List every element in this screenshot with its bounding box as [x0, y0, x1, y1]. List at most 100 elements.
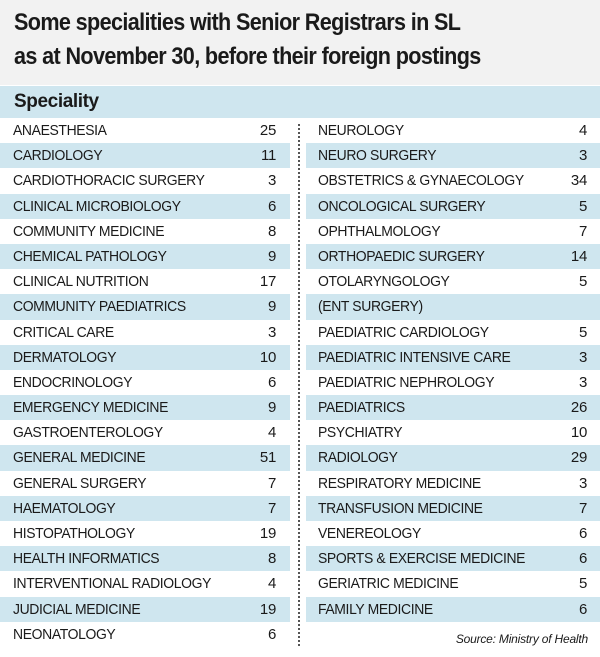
table-row: OTOLARYNGOLOGY 5 [306, 269, 600, 294]
registrar-count: 7 [578, 499, 587, 517]
table-row: JUDICIAL MEDICINE 19 [0, 596, 290, 622]
table-row: (ENT SURGERY) [306, 294, 600, 320]
speciality-name: (ENT SURGERY) [318, 298, 423, 316]
table-row: HAEMATOLOGY 7 [0, 495, 290, 521]
table-row: COMMUNITY MEDICINE 8 [0, 219, 290, 244]
speciality-name: TRANSFUSION MEDICINE [318, 499, 483, 517]
registrar-count: 14 [570, 247, 587, 265]
speciality-name: ONCOLOGICAL SURGERY [318, 197, 486, 215]
speciality-name: PAEDIATRIC NEPHROLOGY [318, 373, 495, 391]
speciality-name: RADIOLOGY [318, 449, 398, 467]
table-row: RESPIRATORY MEDICINE 3 [306, 471, 600, 496]
registrar-count: 3 [578, 373, 587, 391]
registrar-count: 6 [578, 600, 587, 618]
table-row: TRANSFUSION MEDICINE 7 [306, 495, 600, 521]
registrar-count: 3 [267, 323, 276, 341]
speciality-name: HAEMATOLOGY [13, 499, 116, 517]
registrar-count: 7 [267, 474, 276, 492]
registrar-count: 5 [578, 575, 587, 593]
registrar-count: 5 [578, 197, 587, 215]
table-row: EMERGENCY MEDICINE 9 [0, 395, 290, 421]
registrar-count: 7 [267, 499, 276, 517]
column-divider [298, 124, 300, 646]
registrar-count: 6 [578, 525, 587, 542]
registrar-count: 6 [578, 550, 587, 568]
speciality-name: OBSTETRICS & GYNAECOLOGY [318, 172, 524, 190]
registrar-count: 17 [259, 273, 276, 291]
speciality-name: GASTROENTEROLOGY [13, 424, 163, 442]
table-row: CLINICAL NUTRITION 17 [0, 269, 290, 294]
table-row: CLINICAL MICROBIOLOGY 6 [0, 193, 290, 219]
speciality-name: CRITICAL CARE [13, 323, 114, 341]
speciality-name: JUDICIAL MEDICINE [13, 600, 141, 618]
source-note: Source: Ministry of Health [455, 632, 588, 646]
table-row: SPORTS & EXERCISE MEDICINE 6 [306, 546, 600, 572]
table-row: DERMATOLOGY 10 [0, 344, 290, 370]
speciality-name: COMMUNITY MEDICINE [13, 222, 165, 240]
table-row: PAEDIATRICS 26 [306, 395, 600, 421]
table-row: ENDOCRINOLOGY 6 [0, 370, 290, 395]
table-row: PAEDIATRIC NEPHROLOGY 3 [306, 370, 600, 395]
speciality-name: OTOLARYNGOLOGY [318, 273, 450, 291]
table-row: OPHTHALMOLOGY 7 [306, 219, 600, 244]
title-box: Some specialities with Senior Registrars… [0, 0, 600, 85]
speciality-name: VENEREOLOGY [318, 525, 421, 542]
speciality-name: NEONATOLOGY [13, 625, 116, 643]
table-row: CARDIOLOGY 11 [0, 143, 290, 169]
registrar-count: 9 [267, 399, 276, 417]
table-row: PAEDIATRIC INTENSIVE CARE 3 [306, 344, 600, 370]
registrar-count: 5 [578, 273, 587, 291]
registrar-count: 8 [267, 550, 276, 568]
table-row: ANAESTHESIA 25 [0, 118, 290, 143]
registrar-count: 51 [259, 449, 276, 467]
table-row: GENERAL SURGERY 7 [0, 471, 290, 496]
registrar-count: 3 [578, 474, 587, 492]
speciality-name: FAMILY MEDICINE [318, 600, 433, 618]
right-column: NEUROLOGY 4 NEURO SURGERY 3 OBSTETRICS & GYN… [306, 118, 600, 622]
table-row: PSYCHIATRY 10 [306, 420, 600, 445]
registrar-count: 19 [259, 600, 276, 618]
registrar-count: 9 [267, 298, 276, 316]
speciality-name: RESPIRATORY MEDICINE [318, 474, 481, 492]
speciality-name: HISTOPATHOLOGY [13, 525, 135, 542]
registrar-count: 3 [578, 147, 587, 165]
table-row: NEURO SURGERY 3 [306, 143, 600, 169]
registrar-count: 4 [267, 575, 276, 593]
table-row: COMMUNITY PAEDIATRICS 9 [0, 294, 290, 320]
registrar-count: 4 [578, 122, 587, 139]
speciality-name: SPORTS & EXERCISE MEDICINE [318, 550, 526, 568]
speciality-name: CLINICAL NUTRITION [13, 273, 149, 291]
registrar-count: 29 [570, 449, 587, 467]
table-row: CRITICAL CARE 3 [0, 320, 290, 345]
speciality-name: CARDIOLOGY [13, 147, 103, 165]
table-row: NEUROLOGY 4 [306, 118, 600, 143]
speciality-name: INTERVENTIONAL RADIOLOGY [13, 575, 212, 593]
registrar-count: 34 [570, 172, 587, 190]
table-row: OBSTETRICS & GYNAECOLOGY 34 [306, 168, 600, 193]
header-label: Speciality [14, 91, 99, 112]
speciality-name: PSYCHIATRY [318, 424, 403, 442]
speciality-name: NEUROLOGY [318, 122, 404, 139]
table-row: VENEREOLOGY 6 [306, 521, 600, 546]
speciality-name: PAEDIATRIC CARDIOLOGY [318, 323, 489, 341]
speciality-name: GENERAL MEDICINE [13, 449, 146, 467]
speciality-name: DERMATOLOGY [13, 348, 117, 366]
speciality-name: CARDIOTHORACIC SURGERY [13, 172, 205, 190]
speciality-name: ANAESTHESIA [13, 122, 107, 139]
speciality-name: PAEDIATRICS [318, 399, 405, 417]
registrar-count: 19 [259, 525, 276, 542]
speciality-name: ORTHOPAEDIC SURGERY [318, 247, 485, 265]
speciality-name: EMERGENCY MEDICINE [13, 399, 169, 417]
table-row: FAMILY MEDICINE 6 [306, 596, 600, 622]
speciality-table: ANAESTHESIA 25 CARDIOLOGY 11 CARDIOTHORACIC … [0, 118, 600, 648]
table-row: ORTHOPAEDIC SURGERY 14 [306, 243, 600, 270]
table-row: CHEMICAL PATHOLOGY 9 [0, 243, 290, 270]
column-header: Speciality [0, 86, 600, 118]
table-row: HEALTH INFORMATICS 8 [0, 546, 290, 572]
speciality-name: ENDOCRINOLOGY [13, 373, 133, 391]
speciality-name: GERIATRIC MEDICINE [318, 575, 459, 593]
registrar-count: 7 [578, 222, 587, 240]
speciality-name: CLINICAL MICROBIOLOGY [13, 197, 181, 215]
table-row: GERIATRIC MEDICINE 5 [306, 571, 600, 596]
table-row: CARDIOTHORACIC SURGERY 3 [0, 168, 290, 193]
